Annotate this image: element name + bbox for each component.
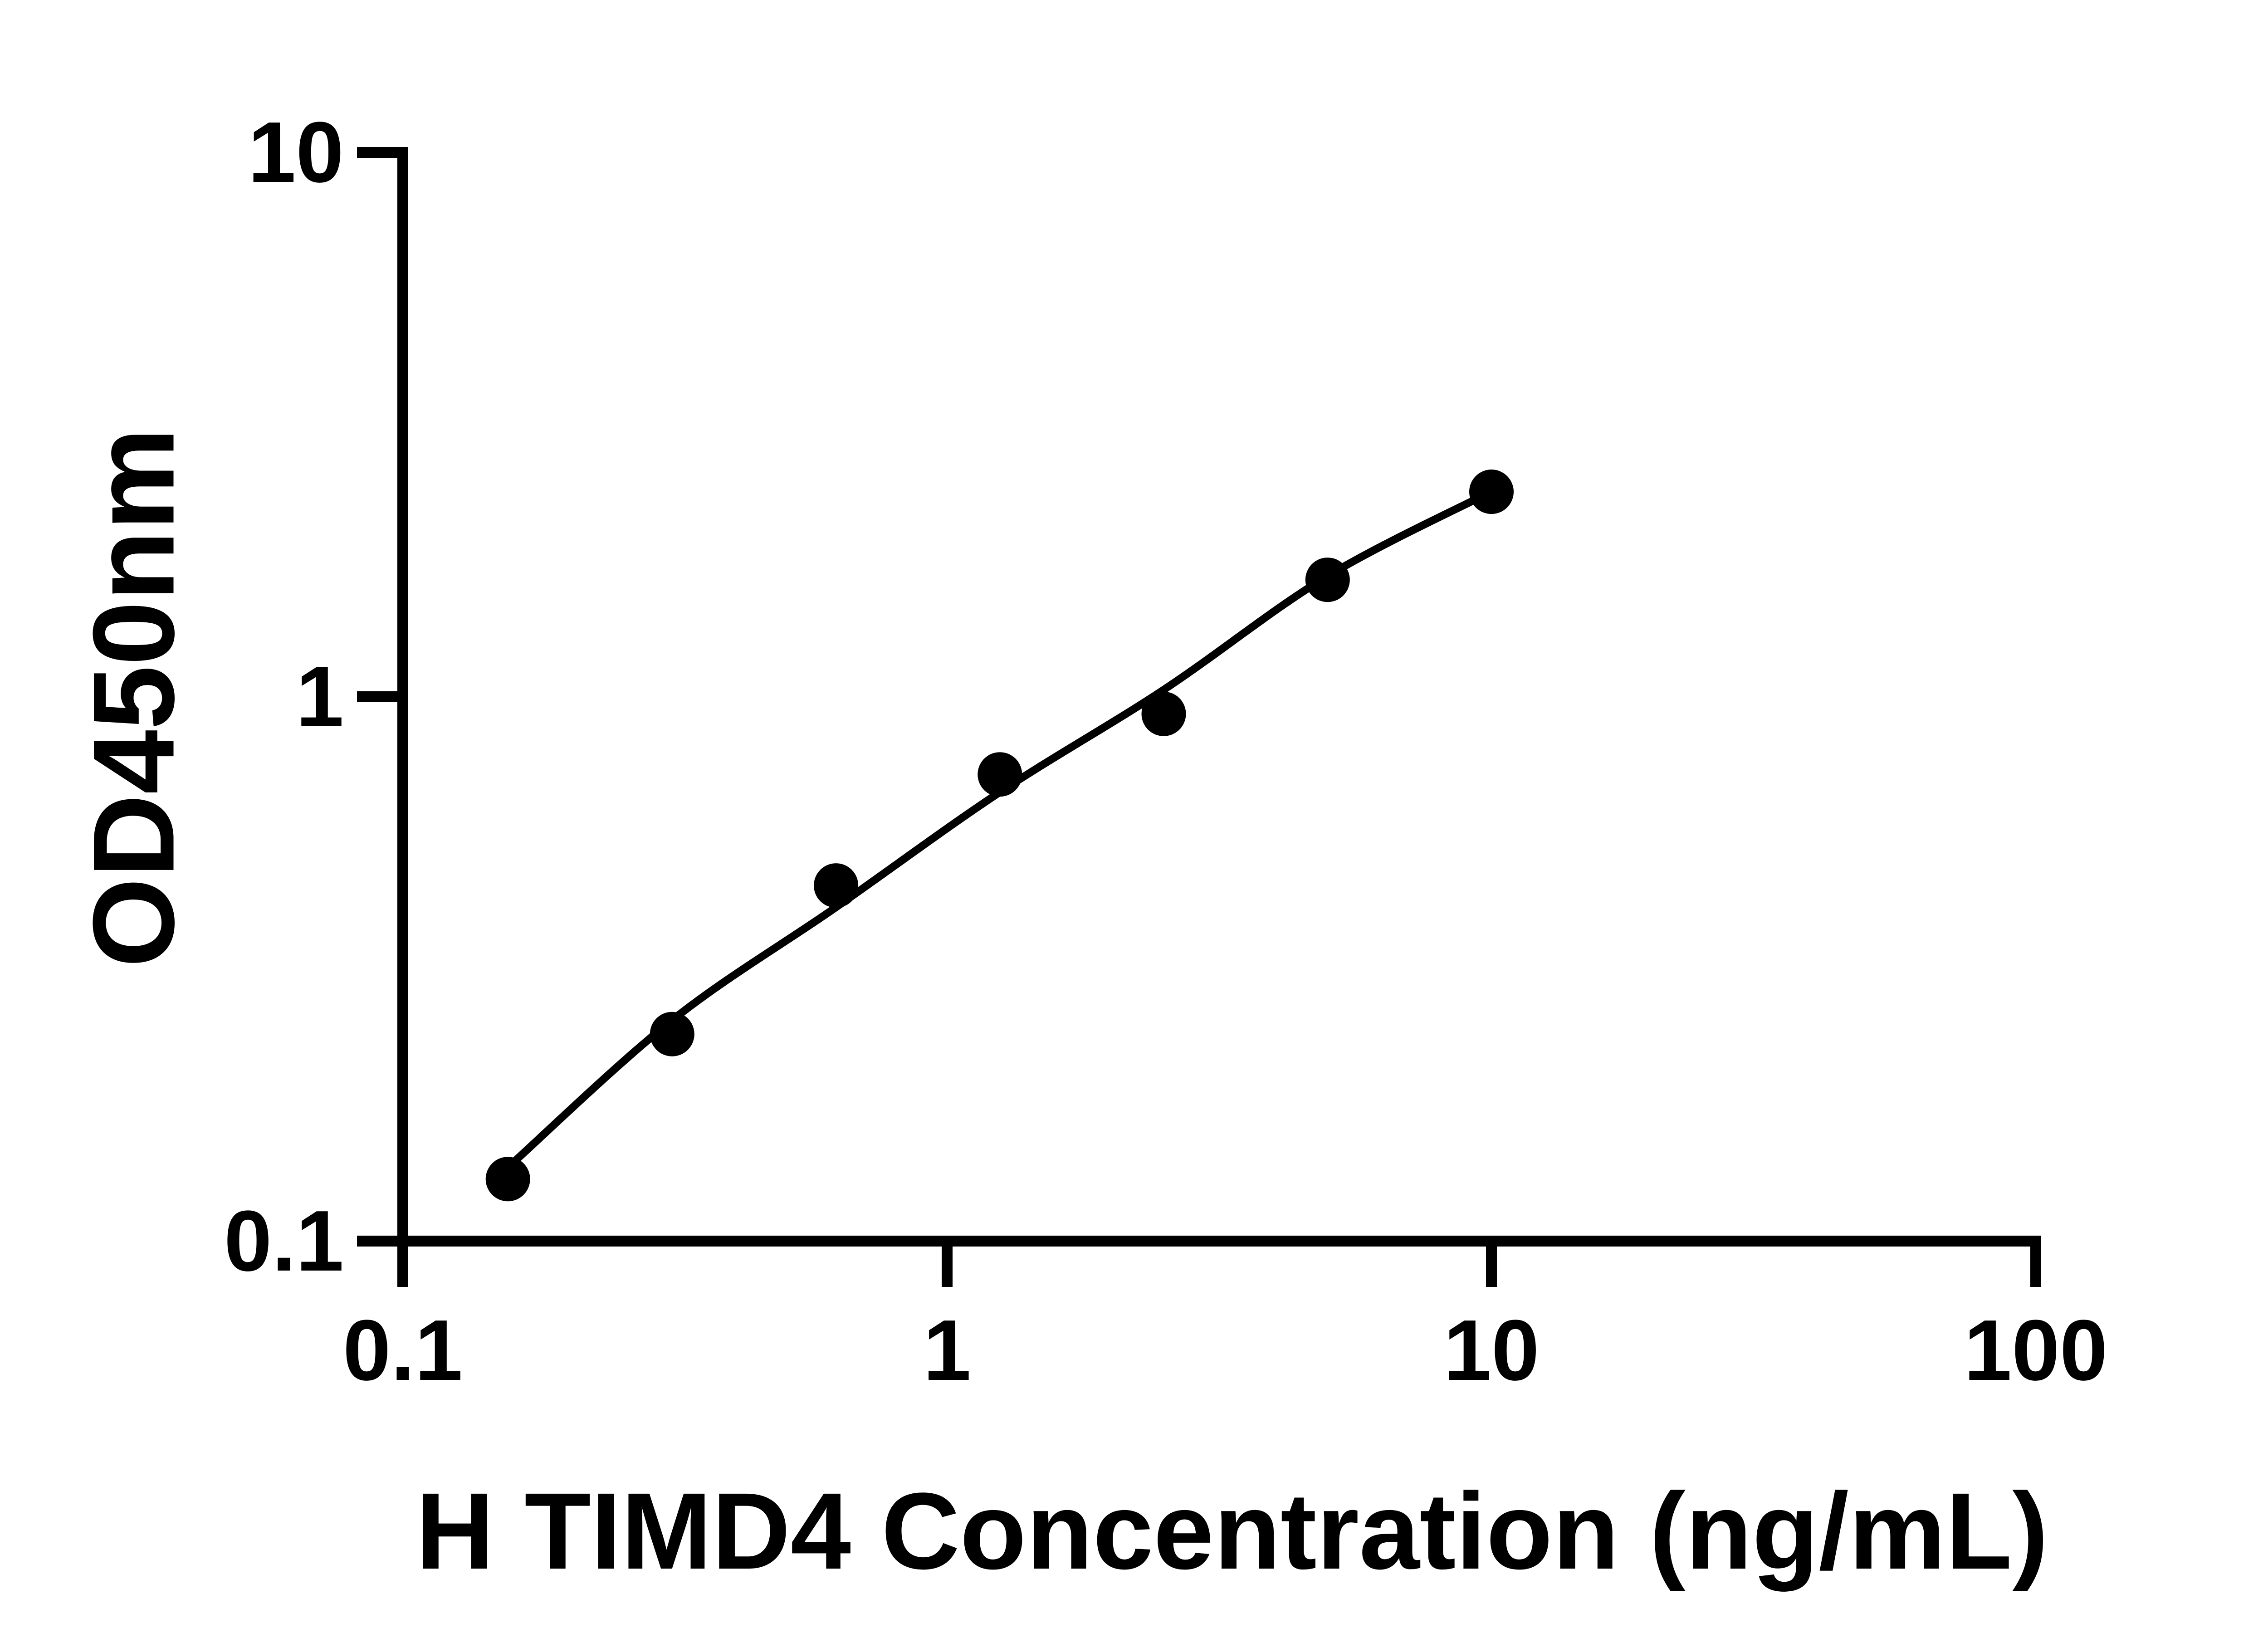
y-tick-label: 1 [296, 649, 344, 745]
y-tick-label: 10 [248, 104, 344, 200]
x-tick-label: 1 [923, 1302, 971, 1398]
data-point [650, 1012, 694, 1056]
data-point [1141, 691, 1186, 736]
x-axis-title: H TIMD4 Concentration (ng/mL) [415, 1470, 2048, 1592]
data-point [485, 1157, 530, 1202]
y-tick-label: 0.1 [224, 1193, 344, 1289]
data-point [1305, 557, 1350, 602]
data-point [1469, 469, 1514, 514]
x-tick-label: 100 [1964, 1302, 2108, 1398]
data-point [978, 752, 1022, 797]
data-point [814, 863, 859, 908]
x-tick-label: 0.1 [342, 1302, 463, 1398]
x-tick-label: 10 [1443, 1302, 1540, 1398]
y-axis-title: OD450nm [69, 427, 199, 968]
